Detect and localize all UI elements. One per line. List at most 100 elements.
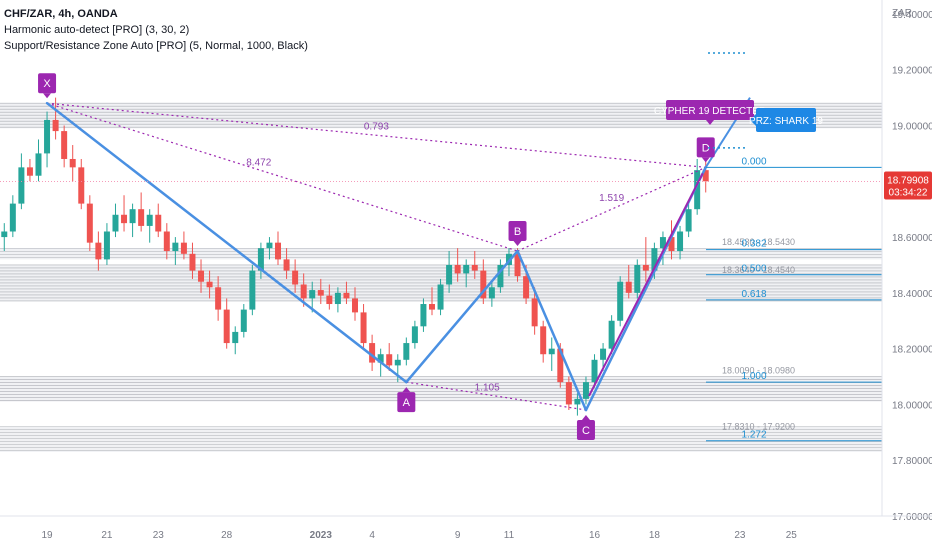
candle-body [155,214,162,232]
candle-body [360,312,367,344]
ratio-label: 0.793 [364,121,389,132]
price-axis-tick: 17.80000 [892,456,932,467]
price-axis-tick: 19.20000 [892,66,932,77]
candle-body [52,119,59,132]
candle-body [582,382,589,399]
ratio-label: 8.472 [246,158,271,169]
price-axis-tick: 18.60000 [892,233,932,244]
candle-body [608,320,615,349]
prz-label-text: PRZ: SHARK 19 [749,116,823,127]
candle-body [26,167,33,176]
candle-body [540,326,547,355]
pattern-cd-accent [588,172,704,397]
candle-body [677,231,684,252]
candle-body [309,290,316,299]
candle-body [95,242,102,260]
candle-body [685,209,692,232]
zone-range-label: 17.8310 - 17.9200 [722,421,795,431]
pattern-leg-AB [405,249,519,384]
cypher-banner-box [666,100,754,120]
current-price-badge[interactable] [884,171,932,200]
time-axis-tick: 21 [101,530,113,541]
candle-body [523,276,530,299]
candle-body [634,264,641,293]
time-axis-tick: 11 [504,530,515,541]
candle-body [471,264,478,271]
candle-body [121,214,128,224]
prz-label-pointer [750,114,756,126]
candle-body [9,203,16,232]
candle-body [86,203,93,243]
fib-level-label: 0.618 [741,289,766,300]
ratio-line-XB [46,102,518,252]
pattern-point-label: C [582,425,590,437]
candle-body [198,270,205,282]
symbol-title: CHF/ZAR, 4h, OANDA [4,8,118,20]
pattern-point-label: X [43,78,51,90]
pattern-leg-BC [516,249,588,412]
pattern-point-marker [38,73,57,94]
ratio-line-AC [406,381,587,411]
candle-body [565,382,572,405]
ratio-line-BD [517,166,706,252]
candle-body [369,343,376,363]
time-axis-tick: 18 [649,530,661,541]
pattern-point-marker [397,392,416,413]
time-axis-tick: 23 [153,530,165,541]
fib-level-label: 0.000 [741,156,766,167]
candle-body [180,242,187,254]
zone-range-label: 18.4530 - 18.5430 [722,237,795,247]
pattern-point-label: B [514,226,521,238]
candle-body [300,284,307,299]
candle-body [138,209,145,226]
sr-zone-1 [0,248,882,260]
pattern-point-pointer [402,387,411,393]
candle-body [129,209,136,224]
candle-body [548,348,555,355]
candle-body [446,264,453,285]
candle-body [35,153,42,176]
candle-body [377,354,384,363]
candle-body [352,298,358,313]
ratio-line-XD [46,102,706,168]
time-axis-tick: 9 [455,530,461,541]
candle-body [343,292,350,299]
candle-body [437,284,444,310]
price-axis-tick: 18.40000 [892,289,932,300]
fib-level-label: 0.382 [741,239,766,250]
candle-body [394,359,401,366]
bar-countdown: 03:34:22 [889,188,928,199]
candle-body [591,359,598,383]
price-axis-tick: 18.20000 [892,345,932,356]
candle-body [600,348,607,360]
candle-body [206,281,213,288]
pattern-point-pointer [513,241,522,247]
candle-body [326,295,333,305]
candle-body [78,167,85,204]
candle-body [651,248,658,271]
time-axis-tick: 19 [41,530,53,541]
candle-body [463,264,470,274]
candle-body [403,343,410,360]
indicator-support-resistance[interactable]: Support/Resistance Zone Auto [PRO] (5, N… [4,40,308,52]
candle-body [223,309,230,344]
candle-body [411,326,418,344]
time-axis-tick: 23 [734,530,746,541]
candle-body [266,242,273,249]
candle-body [249,270,256,310]
candle-body [18,167,25,204]
candle-body [292,270,299,285]
time-axis-tick: 2023 [310,530,333,541]
candle-body [480,270,487,299]
candle-body [215,287,222,310]
ratio-label: 1.519 [599,193,624,204]
candle-body [694,170,701,210]
candle-body [420,304,427,327]
candle-body [189,253,196,271]
candle-body [642,264,649,271]
time-axis-tick: 28 [221,530,233,541]
indicator-harmonic[interactable]: Harmonic auto-detect [PRO] (3, 30, 2) [4,24,190,36]
candle-body [112,214,119,232]
